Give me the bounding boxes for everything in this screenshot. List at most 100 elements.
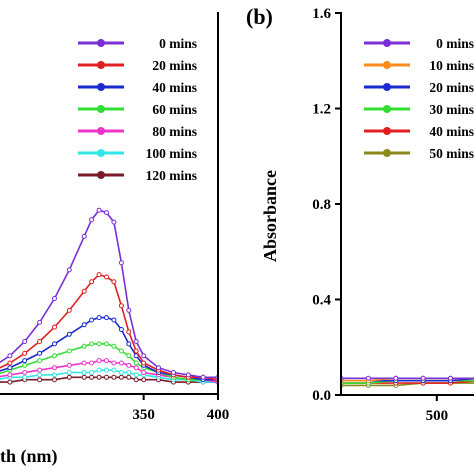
legend-entry-5: 100 mins (146, 146, 197, 161)
panel-a-series-point-3-5 (66, 348, 72, 354)
panel-a-x-tick-label-1: 400 (207, 407, 230, 423)
panel-a-series-point-5-8 (96, 367, 102, 373)
panel-a-series-point-6-8 (96, 374, 102, 380)
panel-a-series-point-5-10 (111, 367, 117, 373)
panel-b-y-tick-label-4: 1.6 (312, 6, 331, 22)
panel-a-series-point-0-6 (81, 233, 87, 239)
panel-b-series-line-0 (342, 377, 474, 380)
panel-a-series-point-2-3 (37, 350, 43, 356)
panel-a-series-point-6-5 (66, 374, 72, 380)
panel-a-series-point-4-14 (141, 370, 147, 375)
panel-a-series-point-0-9 (104, 210, 109, 216)
panel-a-series-point-1-8 (96, 272, 102, 278)
panel-a-series-point-6-11 (118, 374, 124, 380)
panel-b-series-point-0-3 (420, 375, 426, 381)
legend-marker-3 (383, 105, 391, 113)
legend-entry-2: 20 mins (429, 80, 474, 95)
panel-a-series-point-5-9 (104, 367, 109, 373)
panel-a-series-point-0-4 (52, 296, 57, 301)
panel-a-series-point-3-2 (22, 362, 28, 368)
legend-entry-3: 30 mins (429, 102, 474, 117)
panel-b-plot-area (342, 375, 474, 388)
panel-b-y-axis-label: Absorbance (260, 170, 280, 262)
panel-a-series-point-6-7 (89, 374, 95, 380)
panel-b-y-tick-label-1: 0.4 (312, 293, 331, 309)
panel-a-series-point-0-1 (7, 353, 13, 359)
panel-b-y-tick-label-2: 0.8 (312, 197, 331, 213)
panel-b-x-ticks: 500 (426, 395, 448, 424)
panel-a-series-point-2-13 (133, 353, 139, 359)
panel-a-series-point-6-3 (37, 377, 43, 383)
panel-a-series-point-5-11 (118, 370, 124, 375)
panel-a-series-point-0-18 (200, 374, 206, 380)
panel-a-series-point-1-14 (141, 360, 147, 366)
panel-a-series-point-2-10 (111, 317, 117, 323)
panel-a-plot-area (0, 207, 217, 385)
legend-marker-2 (383, 83, 391, 91)
legend-entry-5: 50 mins (429, 146, 474, 161)
panel-b: (b) 0.0 0.4 0.8 1.2 1.6 500 Absorbance 0 min… (246, 4, 474, 424)
panel-a-series-point-4-1 (7, 372, 13, 378)
legend-marker-3 (97, 105, 105, 113)
panel-a-series-point-3-6 (81, 343, 87, 349)
panel-b-y-tick-label-0: 0.0 (312, 388, 331, 404)
panel-a-series-point-2-7 (89, 317, 95, 323)
panel-a-series-point-2-12 (126, 341, 132, 347)
panel-a-series-point-0-15 (156, 365, 161, 371)
legend-marker-1 (383, 61, 391, 69)
panel-a-series-point-3-7 (89, 341, 95, 347)
panel-a-series-point-2-6 (81, 322, 87, 328)
legend-marker-4 (383, 127, 391, 135)
panel-a-series-point-3-13 (133, 360, 139, 366)
panel-a-legend: 0 mins 20 mins 40 mins 60 mins 80 mins 100 mi… (78, 36, 197, 183)
panel-a-series-point-4-7 (89, 360, 95, 366)
panel-a-series-point-6-10 (111, 374, 117, 380)
panel-a-series-point-4-12 (126, 362, 132, 368)
panel-a-series-point-6-9 (104, 374, 109, 380)
panel-a-series-point-1-9 (104, 274, 109, 280)
panel-a-series-point-5-7 (89, 370, 95, 375)
panel-a-series-point-1-1 (7, 360, 13, 366)
legend-marker-0 (383, 39, 391, 47)
panel-a-series-point-0-2 (22, 339, 28, 344)
panel-a-series-point-5-12 (126, 370, 132, 375)
panel-a-series-point-0-8 (96, 207, 102, 213)
panel-a-series-point-3-10 (111, 343, 117, 349)
legend-marker-1 (97, 61, 105, 69)
panel-a-series-point-6-13 (133, 377, 139, 383)
legend-entry-4: 80 mins (152, 124, 197, 139)
panel-a-series-point-2-9 (104, 315, 109, 321)
panel-a-series-point-6-12 (126, 374, 132, 380)
panel-a-series-point-1-4 (52, 324, 57, 330)
legend-entry-2: 40 mins (152, 80, 197, 95)
panel-a-series-point-2-5 (66, 331, 72, 337)
panel-a-series-point-4-8 (96, 358, 102, 364)
panel-a: 350 400 th (nm) 0 mins 20 mins 40 mins 60 mi… (0, 12, 229, 467)
panel-a-series-point-3-9 (104, 341, 109, 347)
panel-a-series-point-1-11 (118, 303, 124, 309)
panel-a-series-point-0-16 (170, 370, 176, 375)
legend-entry-0: 0 mins (159, 36, 197, 51)
panel-a-series-point-0-5 (66, 267, 72, 273)
panel-a-series-point-4-2 (22, 370, 28, 375)
panel-a-series-point-2-4 (52, 341, 57, 347)
panel-a-x-tick-label-0: 350 (132, 407, 155, 423)
panel-a-series-point-4-3 (37, 367, 43, 373)
panel-a-series-point-1-7 (89, 279, 95, 285)
panel-a-series-point-4-5 (66, 362, 72, 368)
panel-a-series-point-0-17 (185, 372, 191, 378)
panel-a-series-point-5-13 (133, 372, 139, 378)
panel-b-series-point-0-4 (448, 375, 453, 381)
legend-entry-6: 120 mins (146, 168, 197, 183)
panel-a-series-point-2-8 (96, 315, 102, 321)
panel-a-series-line-1 (0, 273, 217, 381)
panel-a-series-point-3-11 (118, 348, 124, 354)
panel-a-series-point-2-1 (7, 365, 13, 371)
legend-entry-3: 60 mins (152, 102, 197, 117)
panel-a-series-point-1-13 (133, 348, 139, 354)
panel-a-series-point-4-10 (111, 360, 117, 366)
legend-marker-0 (97, 39, 105, 47)
panel-a-series-point-5-6 (81, 370, 87, 375)
panel-a-series-point-2-11 (118, 327, 124, 332)
